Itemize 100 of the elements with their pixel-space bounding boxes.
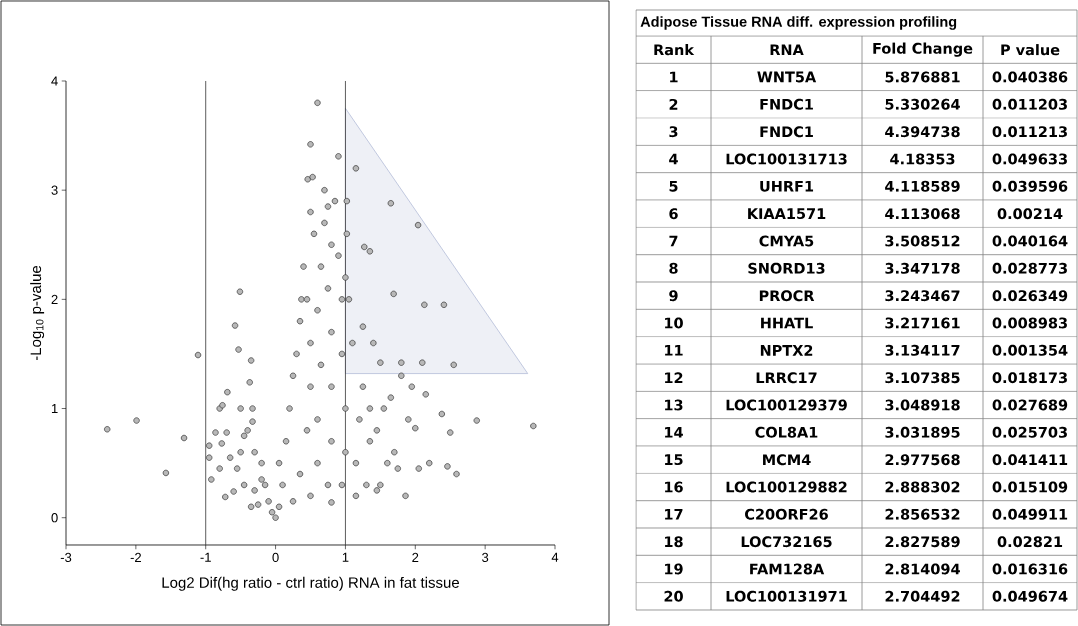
- text: 2.888302: [885, 481, 960, 493]
- y-axis-title: -Log$_{10}$ p-value: [30, 265, 45, 361]
- y-tick-label: 7: [669, 235, 678, 247]
- y-tick-label: 1: [670, 71, 678, 83]
- text: 3.048918: [885, 399, 960, 411]
- text: HHATL: [761, 317, 813, 329]
- x-tick-label: -1: [200, 552, 211, 562]
- text: WNT5A: [757, 71, 817, 83]
- y-tick-label: 15: [665, 454, 683, 466]
- y-tick-label: 19: [665, 563, 683, 575]
- text: 4.113068: [885, 208, 960, 220]
- y-tick-label: 3: [669, 126, 678, 138]
- y-tick-label: 0: [51, 513, 58, 523]
- y-axis-title: Rank: [654, 44, 695, 56]
- y-tick-label: 14: [665, 427, 683, 438]
- text: 0.039596: [992, 180, 1068, 192]
- y-tick-label: 6: [669, 208, 678, 220]
- text: 0.011203: [992, 98, 1067, 110]
- chart-title: Adipose Tissue RNA diff. expression profiling: [640, 16, 957, 30]
- text: 0.026349: [992, 290, 1068, 302]
- text: 2.814094: [885, 563, 960, 575]
- text: 3.134117: [885, 344, 960, 356]
- x-tick-label: -2: [130, 552, 141, 562]
- y-tick-label: 8: [669, 262, 678, 274]
- y-tick-label: 3: [51, 185, 58, 195]
- text: FNDC1: [760, 98, 813, 110]
- y-tick-label: 4: [669, 153, 678, 165]
- text: UHRF1: [760, 180, 814, 192]
- text: CMYA5: [759, 235, 814, 247]
- text: 0.018173: [992, 372, 1067, 384]
- y-tick-label: 2: [51, 294, 58, 304]
- y-tick-label: 17: [665, 509, 683, 520]
- x-tick-label: 4: [551, 552, 559, 562]
- y-tick-label: 2: [669, 98, 678, 110]
- text: MCM4: [763, 454, 811, 466]
- text: 4.394738: [885, 126, 960, 138]
- text: 0.040164: [992, 235, 1068, 247]
- x-tick-label: 2: [412, 552, 419, 562]
- text: NPTX2: [760, 344, 813, 356]
- x-tick-label: -3: [60, 552, 72, 562]
- y-tick-label: 16: [665, 481, 683, 493]
- text: 0.049911: [992, 508, 1068, 520]
- text: LOC100131713: [726, 153, 847, 165]
- text: 2.704492: [885, 590, 960, 602]
- text: 0.027689: [992, 399, 1068, 411]
- y-tick-label: 13: [665, 399, 683, 411]
- text: 0.02821: [997, 536, 1063, 548]
- text: 0.049674: [992, 590, 1068, 602]
- text: 3.217161: [885, 317, 960, 329]
- y-tick-label: 4: [51, 76, 58, 86]
- text: 0.008983: [992, 317, 1067, 329]
- text: 2.977568: [885, 454, 960, 466]
- text: 0.001354: [992, 344, 1068, 356]
- text: 5.330264: [885, 98, 960, 110]
- text: PROCR: [759, 290, 815, 302]
- text: LOC100131971: [726, 590, 847, 602]
- text: 0.015109: [992, 481, 1068, 493]
- text: 0.011213: [992, 126, 1067, 138]
- text: LOC100129882: [726, 481, 847, 493]
- x-tick-label: P value: [1001, 44, 1060, 56]
- text: 0.028773: [992, 262, 1067, 274]
- x-tick-label: 3: [482, 552, 489, 562]
- x-tick-label: 0: [272, 552, 279, 562]
- text: 5.876881: [885, 71, 960, 83]
- x-axis-title: Log2 Dif(hg ratio - ctrl ratio) RNA in fat tissue: [162, 576, 459, 591]
- text: 2.856532: [885, 508, 960, 520]
- text: 4.118589: [885, 180, 960, 192]
- text: 3.508512: [885, 235, 960, 247]
- text: 0.040386: [992, 71, 1068, 83]
- x-tick-label: RNA: [770, 44, 804, 55]
- text: 3.347178: [885, 262, 960, 274]
- text: 3.107385: [885, 372, 960, 384]
- text: 0.00214: [997, 208, 1063, 220]
- text: 0.025703: [992, 426, 1067, 438]
- x-tick-label: Fold Change: [873, 42, 973, 57]
- text: LOC732165: [741, 536, 832, 548]
- text: FNDC1: [760, 126, 813, 138]
- text: C20ORF26: [745, 508, 828, 520]
- text: LRRC17: [756, 372, 817, 384]
- text: LOC100129379: [726, 399, 847, 411]
- y-tick-label: 20: [664, 590, 683, 602]
- text: 4.18353: [890, 153, 955, 165]
- y-tick-label: 11: [665, 345, 683, 356]
- text: SNORD13: [748, 262, 825, 274]
- y-tick-label: 5: [669, 180, 678, 192]
- x-tick-label: 1: [342, 552, 349, 562]
- text: 0.049633: [992, 153, 1067, 165]
- text: 3.031895: [885, 426, 960, 438]
- text: KIAA1571: [748, 208, 826, 220]
- y-tick-label: 9: [669, 290, 678, 302]
- text: 0.041411: [992, 454, 1068, 466]
- text: 3.243467: [885, 290, 960, 302]
- text: COL8A1: [755, 426, 818, 438]
- y-tick-label: 10: [665, 317, 683, 329]
- text: 2.827589: [885, 536, 960, 548]
- y-tick-label: 18: [665, 536, 683, 548]
- text: 0.016316: [992, 563, 1068, 575]
- text: FAM128A: [750, 563, 825, 575]
- y-tick-label: 1: [51, 404, 58, 413]
- y-tick-label: 12: [665, 372, 683, 384]
